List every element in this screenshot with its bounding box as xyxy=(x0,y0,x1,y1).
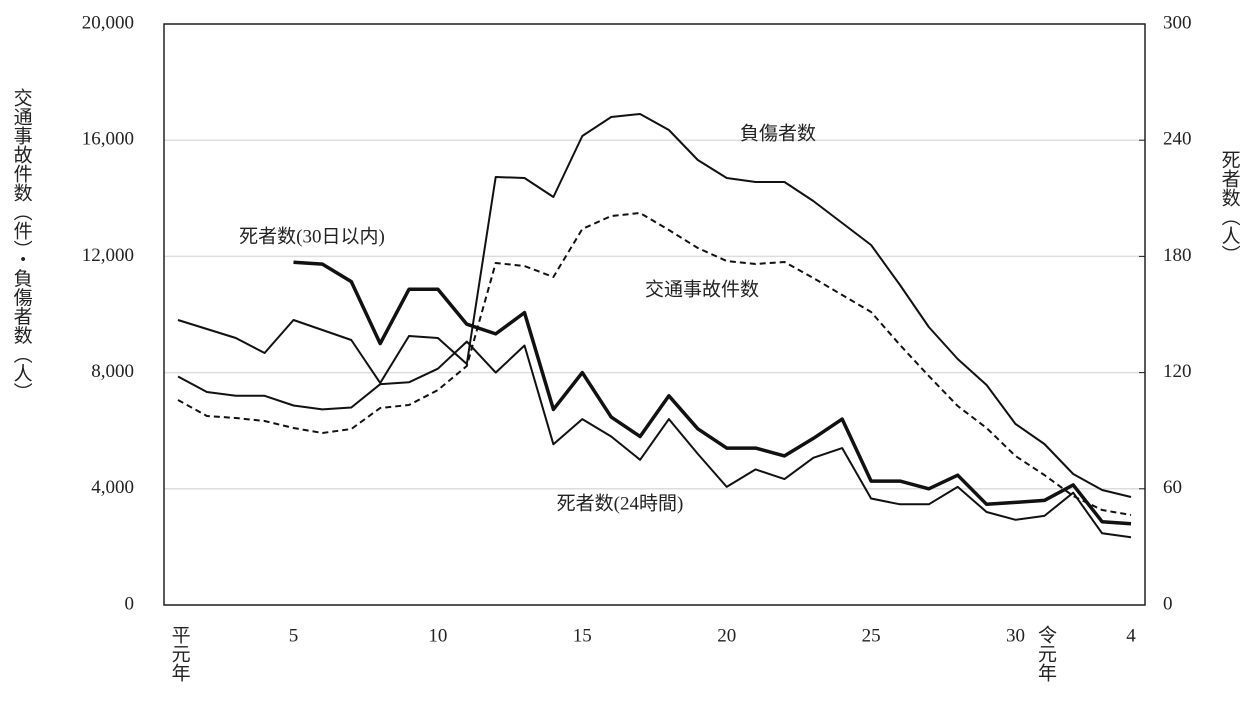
x-tick-label: 10 xyxy=(428,625,447,646)
series-label: 死者数(24時間) xyxy=(557,492,684,514)
x-tick-label: 4 xyxy=(1126,625,1136,646)
series-label: 交通事故件数 xyxy=(645,278,759,300)
series-line xyxy=(177,340,1132,539)
y-tick-label: 20,000 xyxy=(82,12,134,33)
series-label: 負傷者数 xyxy=(740,122,816,144)
y2-tick-label: 180 xyxy=(1163,245,1192,266)
x-tick-label: 15 xyxy=(573,625,592,646)
y2-tick-label: 120 xyxy=(1163,361,1192,382)
series-line xyxy=(293,260,1132,526)
y-tick-label: 12,000 xyxy=(82,245,134,266)
x-tick-label: 30 xyxy=(1006,625,1025,646)
series-line xyxy=(177,113,1132,498)
x-tick-label: 平元年 xyxy=(169,625,191,682)
x-tick-label: 令元年 xyxy=(1035,625,1057,682)
series-line xyxy=(177,212,1132,516)
y2-tick-label: 60 xyxy=(1163,477,1182,498)
y-tick-label: 8,000 xyxy=(91,361,134,382)
x-tick-label: 5 xyxy=(289,625,299,646)
y2-tick-label: 240 xyxy=(1163,129,1192,150)
y-tick-label: 16,000 xyxy=(82,129,134,150)
y2-tick-label: 300 xyxy=(1163,12,1192,33)
y-tick-label: 0 xyxy=(125,593,135,614)
x-tick-label: 20 xyxy=(717,625,736,646)
y-tick-label: 4,000 xyxy=(91,477,134,498)
y2-axis-label: 死者数（人） xyxy=(1219,150,1241,264)
series-label: 死者数(30日以内) xyxy=(239,225,385,247)
plot-frame xyxy=(163,23,1146,606)
y-axis-label: 交通事故件数（件）・負傷者数（人） xyxy=(11,88,33,402)
y2-tick-label: 0 xyxy=(1163,593,1173,614)
x-tick-label: 25 xyxy=(862,625,881,646)
